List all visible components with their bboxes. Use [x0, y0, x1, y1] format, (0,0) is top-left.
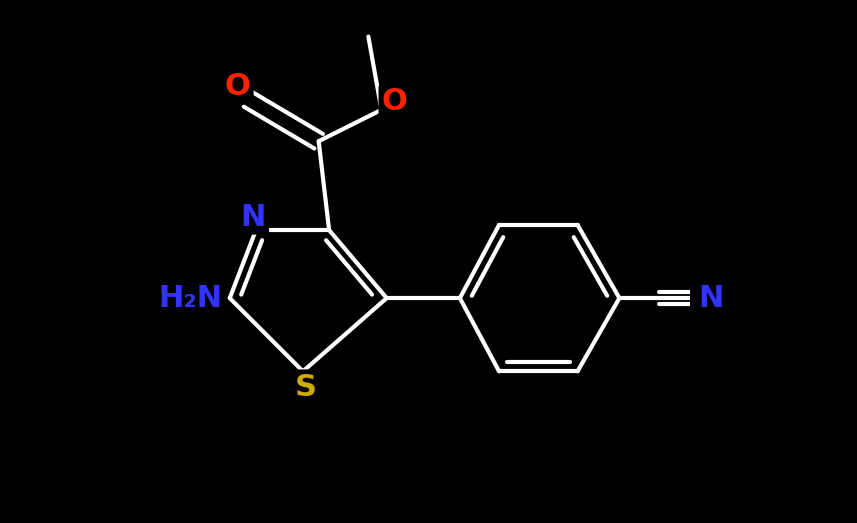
Text: O: O	[381, 87, 407, 117]
Text: H₂N: H₂N	[159, 283, 223, 313]
Text: O: O	[225, 72, 250, 101]
Text: N: N	[241, 202, 266, 232]
Text: S: S	[295, 372, 316, 402]
Text: N: N	[698, 283, 723, 313]
